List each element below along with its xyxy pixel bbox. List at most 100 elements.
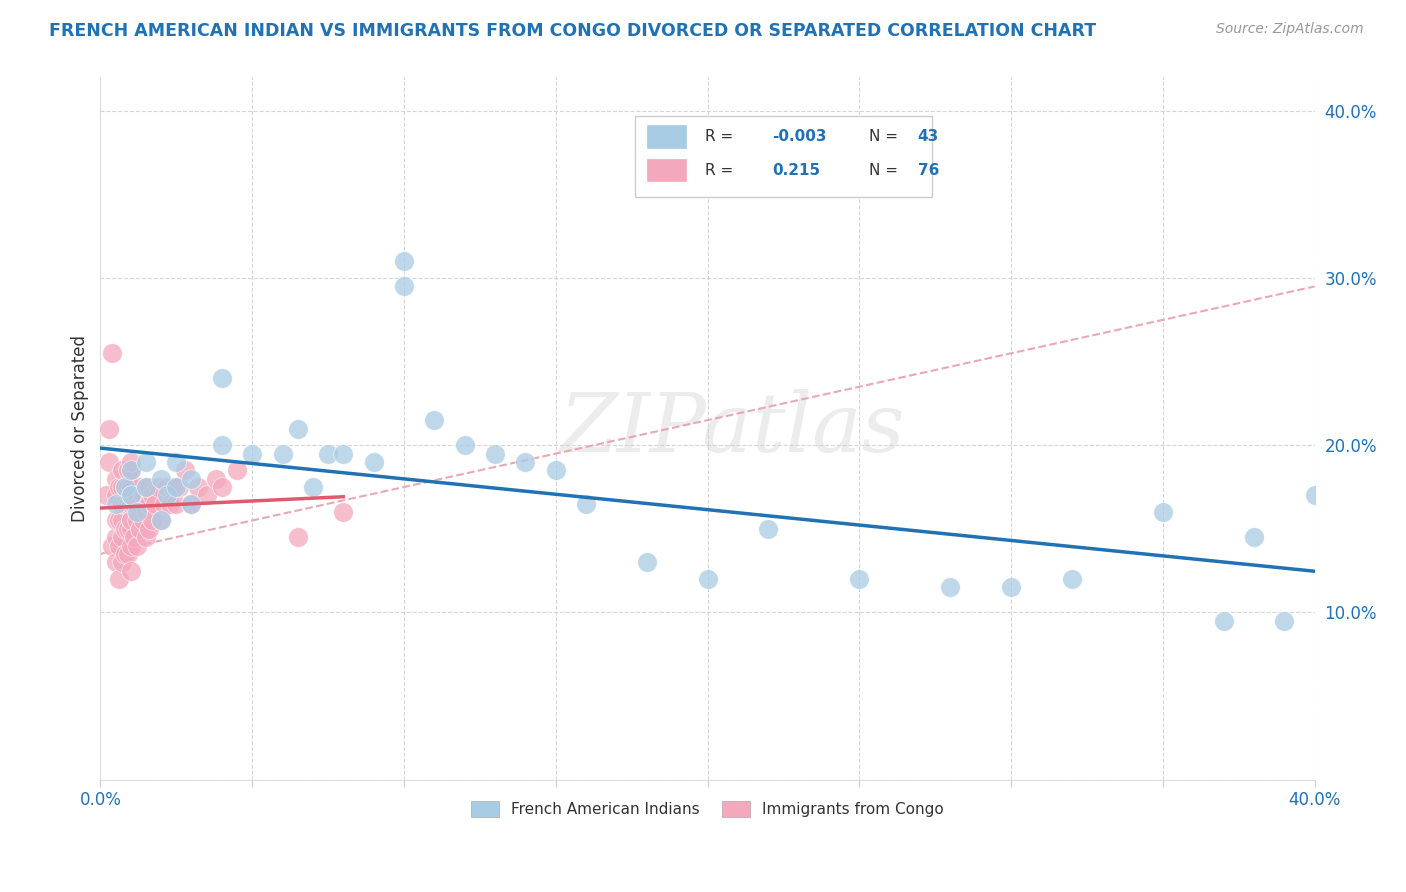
Point <box>110 480 132 494</box>
Point <box>146 480 169 494</box>
Point <box>1243 530 1265 544</box>
Point <box>117 547 139 561</box>
Point <box>515 455 537 469</box>
Point <box>110 555 132 569</box>
Point <box>104 497 127 511</box>
Point <box>180 472 202 486</box>
Point <box>110 463 132 477</box>
Point <box>125 539 148 553</box>
Text: Source: ZipAtlas.com: Source: ZipAtlas.com <box>1216 22 1364 37</box>
Point <box>98 455 121 469</box>
Point <box>101 346 124 360</box>
Point <box>169 480 191 494</box>
Point <box>153 497 176 511</box>
Text: R =: R = <box>704 129 734 144</box>
Point <box>211 480 233 494</box>
Text: FRENCH AMERICAN INDIAN VS IMMIGRANTS FROM CONGO DIVORCED OR SEPARATED CORRELATIO: FRENCH AMERICAN INDIAN VS IMMIGRANTS FRO… <box>49 22 1097 40</box>
Point <box>120 463 142 477</box>
Text: N =: N = <box>869 162 898 178</box>
Point <box>120 513 142 527</box>
Point <box>120 513 142 527</box>
Point <box>180 497 202 511</box>
Point <box>1212 614 1234 628</box>
Point <box>120 564 142 578</box>
Point <box>392 254 415 268</box>
FancyBboxPatch shape <box>647 125 686 148</box>
Text: N =: N = <box>869 129 898 144</box>
Point <box>1152 505 1174 519</box>
Point <box>110 513 132 527</box>
Point <box>120 480 142 494</box>
Point <box>122 530 145 544</box>
Point <box>159 497 181 511</box>
Point <box>120 488 142 502</box>
Point <box>117 522 139 536</box>
Point <box>110 497 132 511</box>
Point <box>696 572 718 586</box>
Point <box>114 480 136 494</box>
Text: 76: 76 <box>918 162 939 178</box>
Point <box>128 480 150 494</box>
Point <box>162 480 184 494</box>
Point <box>107 513 129 527</box>
Point <box>104 513 127 527</box>
Point <box>211 438 233 452</box>
Point <box>156 480 179 494</box>
Point <box>180 497 202 511</box>
Point <box>392 279 415 293</box>
Point <box>165 497 187 511</box>
Point <box>302 480 325 494</box>
Point <box>104 530 127 544</box>
FancyBboxPatch shape <box>634 116 932 197</box>
Point <box>165 455 187 469</box>
Point <box>107 539 129 553</box>
Point <box>174 463 197 477</box>
Point <box>128 497 150 511</box>
Text: -0.003: -0.003 <box>772 129 827 144</box>
Point <box>636 555 658 569</box>
Point <box>120 497 142 511</box>
Point <box>332 505 354 519</box>
Point <box>165 480 187 494</box>
Point <box>125 513 148 527</box>
Point <box>195 488 218 502</box>
Point <box>125 505 148 519</box>
Point <box>544 463 567 477</box>
Point <box>135 530 157 544</box>
Point <box>186 480 208 494</box>
Point <box>848 572 870 586</box>
Point <box>125 488 148 502</box>
Point <box>114 547 136 561</box>
Point <box>211 371 233 385</box>
Point <box>114 522 136 536</box>
Point <box>98 421 121 435</box>
Point <box>141 488 163 502</box>
Point <box>128 522 150 536</box>
Point <box>138 522 160 536</box>
Point <box>363 455 385 469</box>
Point <box>120 539 142 553</box>
Point <box>120 463 142 477</box>
Legend: French American Indians, Immigrants from Congo: French American Indians, Immigrants from… <box>464 793 952 824</box>
Point <box>156 488 179 502</box>
Text: 43: 43 <box>918 129 939 144</box>
Point <box>110 530 132 544</box>
Point <box>117 497 139 511</box>
Point <box>138 497 160 511</box>
Point <box>204 472 226 486</box>
Text: 0.215: 0.215 <box>772 162 820 178</box>
Point <box>240 447 263 461</box>
Point <box>143 497 166 511</box>
Point <box>287 421 309 435</box>
Point <box>120 488 142 502</box>
Point <box>484 447 506 461</box>
Point <box>1000 580 1022 594</box>
Point <box>135 455 157 469</box>
Point <box>114 480 136 494</box>
Point <box>104 488 127 502</box>
Point <box>1060 572 1083 586</box>
FancyBboxPatch shape <box>647 159 686 181</box>
Y-axis label: Divorced or Separated: Divorced or Separated <box>72 335 89 522</box>
Point <box>104 555 127 569</box>
Point <box>135 480 157 494</box>
